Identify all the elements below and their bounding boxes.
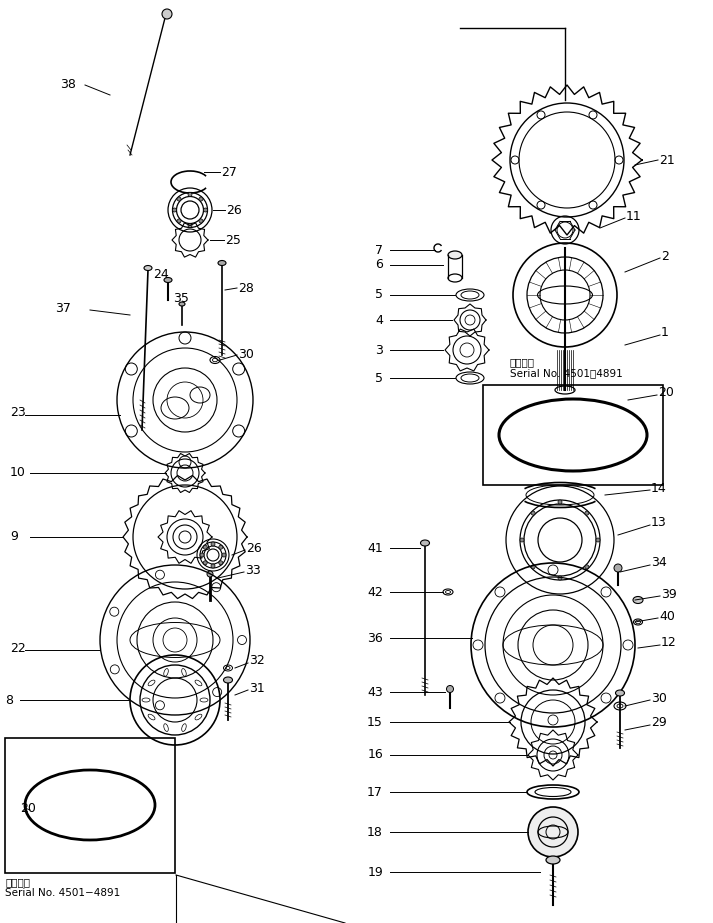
- Circle shape: [558, 576, 562, 580]
- Ellipse shape: [615, 690, 625, 696]
- Ellipse shape: [179, 302, 185, 306]
- Circle shape: [585, 565, 589, 569]
- Circle shape: [211, 542, 215, 546]
- Bar: [5, 738, 175, 873]
- Text: 3: 3: [375, 343, 383, 356]
- Text: 41: 41: [367, 542, 383, 555]
- Text: 6: 6: [375, 258, 383, 271]
- Text: 16: 16: [367, 749, 383, 761]
- Circle shape: [219, 545, 222, 549]
- Text: 5: 5: [375, 371, 383, 385]
- Text: 43: 43: [367, 686, 383, 699]
- Text: 1: 1: [661, 327, 669, 340]
- Text: 13: 13: [651, 517, 667, 530]
- Circle shape: [188, 193, 192, 197]
- Text: 40: 40: [659, 610, 675, 624]
- Ellipse shape: [218, 260, 226, 266]
- Text: 15: 15: [367, 715, 383, 728]
- Text: 35: 35: [173, 292, 189, 305]
- Circle shape: [211, 564, 215, 568]
- Ellipse shape: [223, 677, 232, 683]
- Circle shape: [162, 9, 172, 19]
- Text: 12: 12: [661, 637, 677, 650]
- Circle shape: [219, 561, 222, 565]
- Circle shape: [446, 686, 453, 692]
- Text: 39: 39: [661, 589, 677, 602]
- Text: 26: 26: [226, 203, 242, 217]
- Text: Serial No. 4501−4891: Serial No. 4501−4891: [5, 888, 120, 898]
- Text: 20: 20: [20, 801, 36, 814]
- Circle shape: [203, 545, 207, 549]
- Circle shape: [199, 219, 203, 223]
- Text: 22: 22: [10, 641, 26, 654]
- Text: 23: 23: [10, 405, 26, 418]
- Ellipse shape: [633, 596, 643, 604]
- Text: Serial No. 4501～4891: Serial No. 4501～4891: [510, 368, 622, 378]
- Circle shape: [177, 197, 181, 201]
- Circle shape: [173, 208, 177, 212]
- Text: 14: 14: [651, 482, 667, 495]
- Circle shape: [596, 538, 600, 542]
- Text: 19: 19: [367, 866, 383, 879]
- Text: 31: 31: [249, 681, 265, 694]
- Circle shape: [614, 564, 622, 572]
- Circle shape: [177, 219, 181, 223]
- Circle shape: [558, 500, 562, 504]
- Text: 適用号機: 適用号機: [510, 357, 535, 367]
- Text: 34: 34: [651, 557, 667, 569]
- Text: 8: 8: [5, 693, 13, 706]
- Text: 26: 26: [246, 542, 262, 555]
- Text: 10: 10: [10, 466, 26, 480]
- Text: 30: 30: [651, 691, 667, 704]
- Ellipse shape: [448, 274, 462, 282]
- Text: 7: 7: [375, 244, 383, 257]
- Text: 36: 36: [367, 631, 383, 644]
- Text: 4: 4: [375, 314, 383, 327]
- Ellipse shape: [448, 251, 462, 259]
- Text: 9: 9: [10, 531, 18, 544]
- Text: 21: 21: [659, 153, 674, 166]
- Text: 38: 38: [60, 78, 76, 90]
- Text: 18: 18: [367, 825, 383, 838]
- Circle shape: [200, 553, 204, 557]
- Ellipse shape: [164, 278, 172, 282]
- Text: 27: 27: [221, 165, 237, 178]
- Text: 37: 37: [55, 302, 71, 315]
- Circle shape: [203, 208, 207, 212]
- Bar: [483, 385, 663, 485]
- Circle shape: [585, 511, 589, 515]
- Text: 適用号機: 適用号機: [5, 877, 30, 887]
- Text: 25: 25: [225, 234, 241, 246]
- Circle shape: [207, 571, 213, 577]
- Circle shape: [188, 223, 192, 227]
- Text: 42: 42: [367, 585, 383, 598]
- Ellipse shape: [546, 856, 560, 864]
- Text: 20: 20: [658, 387, 674, 400]
- Text: 5: 5: [375, 289, 383, 302]
- Circle shape: [531, 565, 535, 569]
- Text: 29: 29: [651, 716, 667, 729]
- Circle shape: [520, 538, 524, 542]
- Text: 17: 17: [367, 785, 383, 798]
- Circle shape: [199, 197, 203, 201]
- Text: 32: 32: [249, 654, 265, 667]
- Text: 33: 33: [245, 564, 261, 577]
- Ellipse shape: [421, 540, 429, 546]
- Circle shape: [222, 553, 226, 557]
- Circle shape: [528, 807, 578, 857]
- Text: 30: 30: [238, 347, 254, 361]
- Circle shape: [531, 511, 535, 515]
- Ellipse shape: [144, 266, 152, 270]
- Text: 2: 2: [661, 249, 669, 262]
- Text: 28: 28: [238, 282, 254, 294]
- Text: 11: 11: [626, 210, 642, 222]
- Circle shape: [203, 561, 207, 565]
- Text: 24: 24: [153, 268, 169, 281]
